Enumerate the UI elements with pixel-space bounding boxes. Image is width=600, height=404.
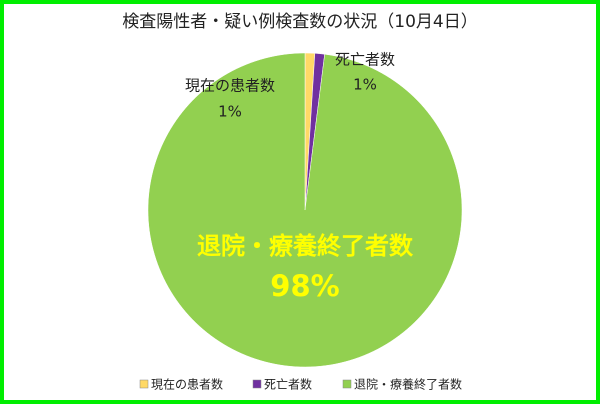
data-label-name: 退院・療養終了者数 — [197, 232, 414, 260]
data-label: 1% — [218, 103, 242, 121]
legend-swatch — [252, 379, 262, 389]
data-label-name: 死亡者数 — [335, 51, 395, 69]
chart-title: 検査陽性者・疑い例検査数の状況（10月4日） — [122, 12, 477, 32]
data-label: 1% — [353, 76, 377, 94]
data-label: 98% — [270, 269, 339, 303]
legend-label: 退院・療養終了者数 — [354, 377, 462, 392]
legend-label: 現在の患者数 — [151, 377, 223, 392]
pie-slice — [147, 52, 463, 368]
data-label-name: 現在の患者数 — [185, 77, 275, 95]
legend-swatch — [342, 379, 352, 389]
legend-label: 死亡者数 — [264, 377, 312, 392]
legend-swatch — [139, 379, 149, 389]
